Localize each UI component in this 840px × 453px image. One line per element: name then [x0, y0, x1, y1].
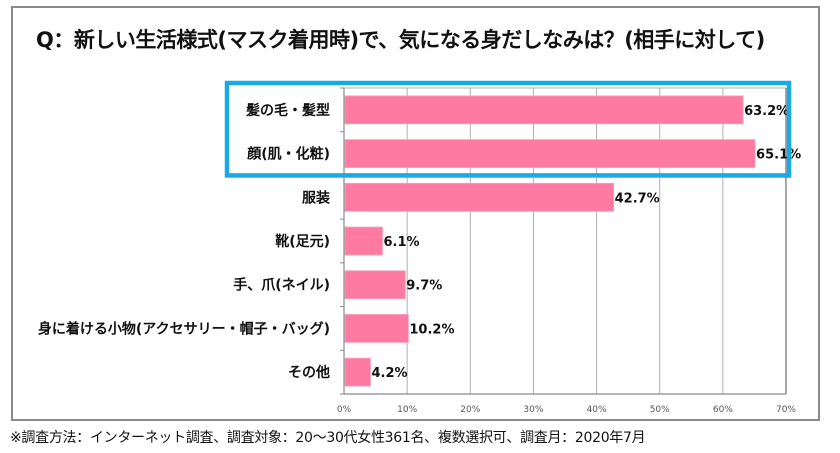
bar: [344, 95, 744, 125]
x-tick-label: 60%: [713, 405, 733, 415]
value-label: 4.2%: [372, 366, 408, 381]
category-label: 靴(足元): [275, 233, 330, 250]
x-tick-label: 0%: [337, 405, 352, 415]
value-label: 9.7%: [406, 279, 442, 294]
category-label: 身に着ける小物(アクセサリー・帽子・バッグ): [38, 320, 330, 337]
x-tick-label: 70%: [776, 405, 796, 415]
axes: 0% 10% 20% 30% 40% 50% 60% 70%: [337, 87, 796, 415]
survey-footnote: ※調査方法：インターネット調査、調査対象：20〜30代女性361名、複数選択可、…: [10, 430, 646, 446]
category-label: 顔(肌・化粧): [246, 146, 330, 163]
x-tick-label: 40%: [587, 405, 607, 415]
value-label: 10.2%: [409, 322, 454, 337]
x-tick-label: 30%: [523, 405, 543, 415]
category-label: 服装: [302, 189, 331, 206]
chart-title: Q：新しい生活様式(マスク着用時)で、気になる身だしなみは？(相手に対して): [36, 28, 765, 52]
bar: [344, 226, 383, 256]
value-label: 63.2%: [744, 104, 789, 119]
gridlines: [344, 87, 787, 394]
category-label: その他: [288, 364, 330, 381]
bar: [344, 357, 371, 387]
highlight-box: [224, 80, 792, 178]
bar: [344, 270, 406, 300]
highlight-layer: [224, 80, 792, 178]
bar: [344, 182, 615, 212]
value-label: 42.7%: [615, 191, 660, 206]
bars: [344, 95, 756, 387]
bar: [344, 139, 756, 168]
value-label: 6.1%: [384, 235, 420, 250]
value-label: 65.1%: [756, 148, 801, 163]
x-tick-label: 50%: [650, 405, 670, 415]
category-label: 手、爪(ネイル): [233, 277, 330, 294]
chart-frame: [11, 6, 820, 421]
x-tick-label: 10%: [397, 405, 417, 415]
bar: [344, 314, 409, 343]
x-tick-label: 20%: [460, 405, 480, 415]
labels: 髪の毛・髪型 63.2% 顔(肌・化粧) 65.1% 服装 42.7% 靴(足元) 6.1% 手…: [38, 102, 801, 381]
category-label: 髪の毛・髪型: [245, 102, 330, 119]
